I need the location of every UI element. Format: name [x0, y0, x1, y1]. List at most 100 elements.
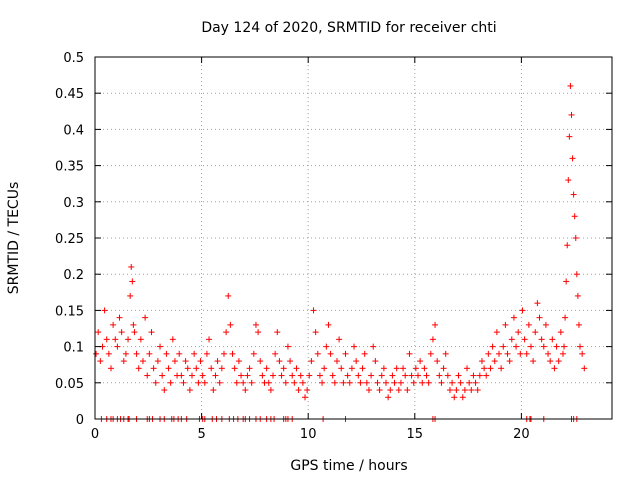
data-point	[567, 82, 574, 89]
data-point	[325, 321, 332, 328]
data-point	[493, 329, 500, 336]
data-point	[365, 387, 372, 394]
data-point	[419, 379, 426, 386]
data-point	[165, 365, 172, 372]
data-point	[363, 379, 370, 386]
data-point	[210, 387, 217, 394]
data-point	[487, 365, 494, 372]
y-tick-label: 0.2	[63, 268, 84, 283]
grid-lines	[95, 57, 612, 419]
data-point	[114, 343, 121, 350]
data-point	[562, 314, 569, 321]
data-point	[127, 292, 134, 299]
x-tick-label: 20	[513, 427, 530, 442]
data-point	[442, 350, 449, 357]
data-point	[553, 343, 560, 350]
data-point	[193, 365, 200, 372]
data-point	[468, 387, 475, 394]
data-point	[159, 372, 166, 379]
y-tick-label: 0.35	[55, 160, 84, 175]
data-point	[212, 372, 219, 379]
data-point	[338, 365, 345, 372]
data-point	[274, 329, 281, 336]
data-point	[574, 292, 581, 299]
data-point	[336, 336, 343, 343]
data-point	[250, 350, 257, 357]
y-tick-label: 0.45	[55, 87, 84, 102]
data-point	[519, 307, 526, 314]
data-point	[397, 379, 404, 386]
data-point	[547, 358, 554, 365]
data-point	[444, 372, 451, 379]
data-point	[231, 365, 238, 372]
y-tick-label: 0.05	[55, 377, 84, 392]
data-point	[314, 350, 321, 357]
data-point	[579, 350, 586, 357]
plot-frame	[94, 56, 613, 420]
data-point	[238, 372, 245, 379]
data-point	[393, 365, 400, 372]
data-point	[383, 379, 390, 386]
data-point	[316, 372, 323, 379]
data-point	[478, 358, 485, 365]
data-point	[163, 350, 170, 357]
data-point	[385, 394, 392, 401]
data-point	[182, 358, 189, 365]
y-tick-label: 0.5	[63, 51, 84, 66]
data-point	[536, 314, 543, 321]
data-points	[93, 82, 588, 422]
data-point	[466, 379, 473, 386]
data-point	[348, 365, 355, 372]
data-point	[321, 365, 328, 372]
data-point	[476, 372, 483, 379]
data-point	[216, 379, 223, 386]
data-point	[278, 372, 285, 379]
data-point	[248, 379, 255, 386]
data-point	[355, 372, 362, 379]
data-point	[331, 379, 338, 386]
x-axis-label: GPS time / hours	[290, 458, 407, 474]
data-point	[414, 372, 421, 379]
data-point	[161, 387, 168, 394]
data-point	[474, 387, 481, 394]
data-point	[498, 365, 505, 372]
data-point	[105, 350, 112, 357]
data-point	[346, 379, 353, 386]
data-point	[402, 372, 409, 379]
data-point	[118, 329, 125, 336]
data-point	[120, 358, 127, 365]
data-point	[306, 372, 313, 379]
data-point	[276, 358, 283, 365]
data-point	[197, 358, 204, 365]
data-point	[139, 358, 146, 365]
data-point	[116, 314, 123, 321]
data-point	[517, 350, 524, 357]
data-point	[434, 358, 441, 365]
data-point	[506, 358, 513, 365]
data-point	[425, 379, 432, 386]
data-point	[534, 300, 541, 307]
data-point	[133, 350, 140, 357]
data-point	[310, 307, 317, 314]
data-point	[304, 387, 311, 394]
data-point	[319, 379, 326, 386]
data-point	[291, 379, 298, 386]
data-point	[233, 379, 240, 386]
data-point	[95, 329, 102, 336]
data-point	[565, 177, 572, 184]
data-point	[406, 350, 413, 357]
data-point	[351, 343, 358, 350]
y-tick-label: 0.3	[63, 196, 84, 211]
data-point	[504, 350, 511, 357]
data-point	[412, 365, 419, 372]
data-point	[189, 372, 196, 379]
data-point	[472, 379, 479, 386]
data-point	[417, 358, 424, 365]
data-point	[242, 387, 249, 394]
data-point	[436, 372, 443, 379]
data-point	[255, 329, 262, 336]
data-point	[93, 350, 100, 357]
data-point	[410, 379, 417, 386]
y-tick-label: 0.4	[63, 123, 84, 138]
data-point	[257, 358, 264, 365]
